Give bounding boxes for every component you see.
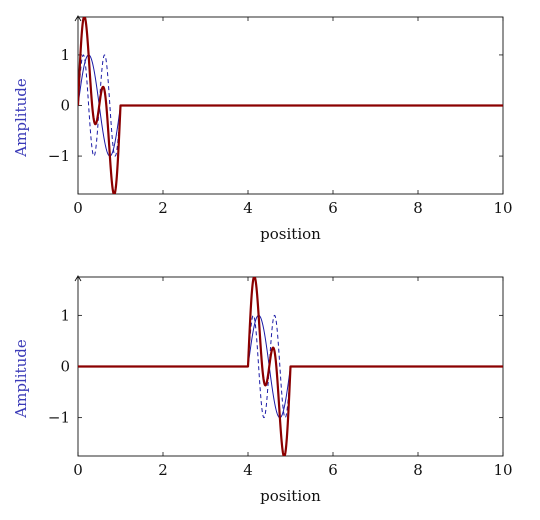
y-axis-label: Amplitude bbox=[12, 78, 30, 158]
chart-panel-1: 0 2 4 6 8 10 −1 0 1 position Amplitude bbox=[12, 15, 513, 243]
series-sum-line bbox=[78, 17, 503, 194]
chart-panel-2: 0 2 4 6 8 10 −1 0 1 position Amplitude bbox=[12, 275, 513, 505]
x-tick-label: 6 bbox=[328, 199, 338, 217]
y-tick-label: 0 bbox=[60, 358, 70, 376]
y-tick-label: 0 bbox=[60, 97, 70, 115]
y-tick-label: −1 bbox=[48, 147, 70, 165]
series-sum-line bbox=[78, 277, 503, 456]
x-tick-label: 0 bbox=[73, 461, 83, 479]
x-tick-label: 2 bbox=[158, 199, 168, 217]
x-axis-label: position bbox=[260, 225, 321, 243]
y-tick-label: −1 bbox=[48, 409, 70, 427]
y-axis-label: Amplitude bbox=[12, 339, 30, 419]
y-axis-arrow bbox=[74, 15, 82, 22]
y-tick-label: 1 bbox=[60, 306, 70, 324]
x-tick-label: 10 bbox=[493, 461, 512, 479]
y-tick-label: 1 bbox=[60, 46, 70, 64]
x-tick-label: 6 bbox=[328, 461, 338, 479]
x-tick-label: 4 bbox=[243, 461, 253, 479]
x-tick-label: 8 bbox=[413, 199, 423, 217]
x-axis-label: position bbox=[260, 487, 321, 505]
y-axis-arrow bbox=[74, 275, 82, 282]
x-tick-label: 4 bbox=[243, 199, 253, 217]
x-tick-label: 2 bbox=[158, 461, 168, 479]
x-tick-label: 0 bbox=[73, 199, 83, 217]
x-tick-label: 10 bbox=[493, 199, 512, 217]
x-tick-label: 8 bbox=[413, 461, 423, 479]
